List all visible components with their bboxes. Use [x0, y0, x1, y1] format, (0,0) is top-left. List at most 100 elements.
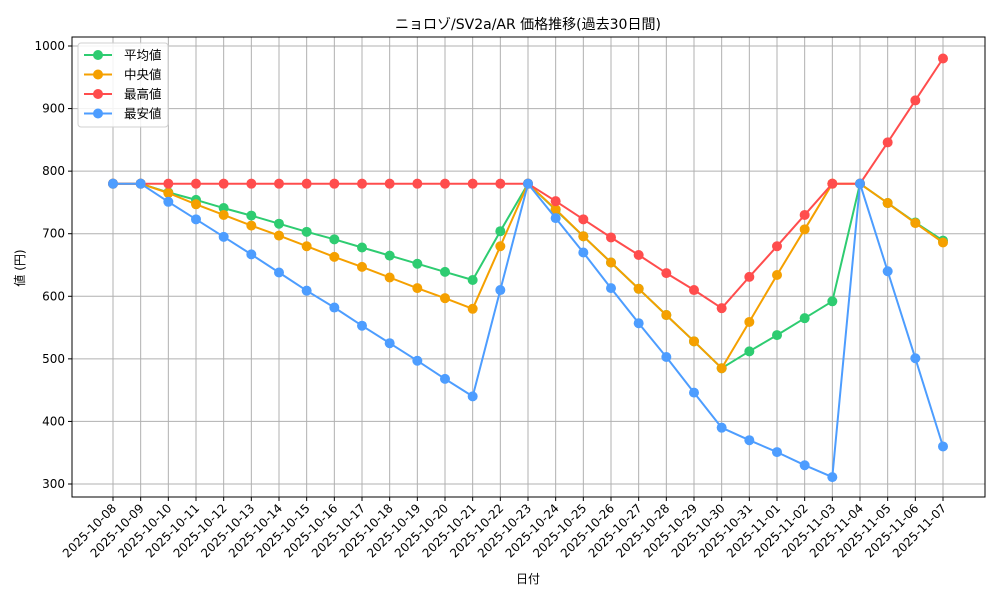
y-axis-label: 値 (円): [12, 249, 27, 286]
data-point-marker: [689, 387, 699, 398]
data-point-marker: [329, 251, 340, 262]
data-point-marker: [357, 242, 367, 253]
data-point-marker: [384, 338, 395, 349]
data-point-marker: [440, 266, 450, 277]
data-point-marker: [329, 234, 340, 245]
data-point-marker: [827, 178, 838, 189]
legend-item: 最安値: [84, 106, 162, 121]
data-point-marker: [495, 226, 506, 237]
data-point-marker: [246, 210, 257, 221]
data-point-marker: [495, 178, 506, 189]
legend-marker-icon: [93, 69, 103, 80]
data-point-marker: [357, 320, 367, 331]
y-tick-label: 1000: [34, 39, 65, 53]
data-point-marker: [633, 283, 644, 294]
data-point-marker: [910, 353, 921, 364]
legend-label: 中央値: [124, 67, 162, 82]
chart-title: ニョロゾ/SV2a/AR 価格推移(過去30日間): [395, 17, 661, 33]
data-point-marker: [772, 447, 782, 458]
data-point-marker: [716, 422, 727, 433]
data-point-marker: [578, 247, 589, 258]
data-point-marker: [550, 213, 561, 224]
legend-item: 平均値: [84, 48, 162, 63]
data-point-marker: [108, 178, 118, 189]
y-tick-label: 400: [42, 414, 65, 428]
legend-item: 最高値: [84, 87, 162, 102]
y-tick-label: 300: [42, 477, 65, 491]
data-point-marker: [274, 230, 284, 241]
series-最安値: [108, 178, 948, 483]
data-point-marker: [329, 178, 340, 189]
data-point-marker: [191, 178, 201, 189]
data-point-marker: [882, 266, 893, 277]
data-point-marker: [301, 285, 312, 296]
y-axis-ticks: 300 400 500 600 700 800 900 1000: [34, 39, 72, 491]
data-point-marker: [301, 226, 312, 237]
data-point-marker: [301, 241, 312, 252]
data-point-marker: [716, 363, 727, 374]
data-point-marker: [606, 283, 616, 294]
data-point-marker: [135, 178, 146, 189]
data-point-marker: [495, 285, 506, 296]
data-point-marker: [744, 316, 755, 327]
x-axis-label: 日付: [516, 572, 540, 586]
data-point-marker: [799, 224, 810, 235]
legend-marker-icon: [93, 108, 103, 119]
data-point-marker: [772, 241, 782, 252]
data-point-marker: [578, 231, 589, 242]
y-tick-label: 700: [42, 227, 65, 241]
legend-label: 平均値: [124, 48, 162, 63]
data-point-marker: [689, 336, 699, 347]
legend-item: 中央値: [84, 67, 162, 82]
series-lines: [108, 53, 948, 483]
data-point-marker: [246, 178, 257, 189]
data-point-marker: [218, 231, 229, 242]
data-point-marker: [661, 310, 672, 321]
data-point-marker: [716, 303, 727, 314]
data-point-marker: [938, 441, 948, 452]
data-point-marker: [799, 460, 810, 471]
data-point-marker: [357, 178, 367, 189]
data-point-marker: [799, 209, 810, 220]
data-point-marker: [440, 178, 450, 189]
data-point-marker: [301, 178, 312, 189]
legend-label: 最安値: [124, 106, 162, 121]
data-point-marker: [191, 199, 201, 210]
data-point-marker: [744, 435, 755, 446]
data-point-marker: [274, 218, 284, 229]
data-point-marker: [329, 302, 340, 313]
data-point-marker: [412, 283, 423, 294]
data-point-marker: [744, 271, 755, 282]
data-point-marker: [799, 313, 810, 324]
data-point-marker: [938, 237, 948, 248]
data-point-marker: [606, 257, 616, 268]
y-tick-label: 800: [42, 164, 65, 178]
data-point-marker: [606, 232, 616, 243]
data-point-marker: [246, 220, 257, 231]
data-point-marker: [827, 296, 838, 307]
data-point-marker: [218, 178, 229, 189]
data-point-marker: [163, 196, 174, 207]
data-point-marker: [744, 346, 755, 357]
data-point-marker: [938, 53, 948, 64]
y-tick-label: 500: [42, 352, 65, 366]
data-point-marker: [163, 188, 174, 199]
data-point-marker: [467, 391, 478, 402]
data-point-marker: [661, 351, 672, 362]
legend-marker-icon: [93, 50, 103, 60]
data-point-marker: [772, 270, 782, 281]
data-point-marker: [274, 267, 284, 278]
data-point-marker: [633, 318, 644, 329]
data-point-marker: [467, 275, 478, 286]
legend-box: [77, 42, 169, 128]
data-point-marker: [412, 355, 423, 366]
data-point-marker: [550, 196, 561, 207]
data-point-marker: [440, 293, 450, 304]
data-point-marker: [274, 178, 284, 189]
data-point-marker: [523, 178, 533, 189]
data-point-marker: [550, 204, 561, 215]
data-point-marker: [384, 272, 395, 283]
data-point-marker: [578, 214, 589, 225]
